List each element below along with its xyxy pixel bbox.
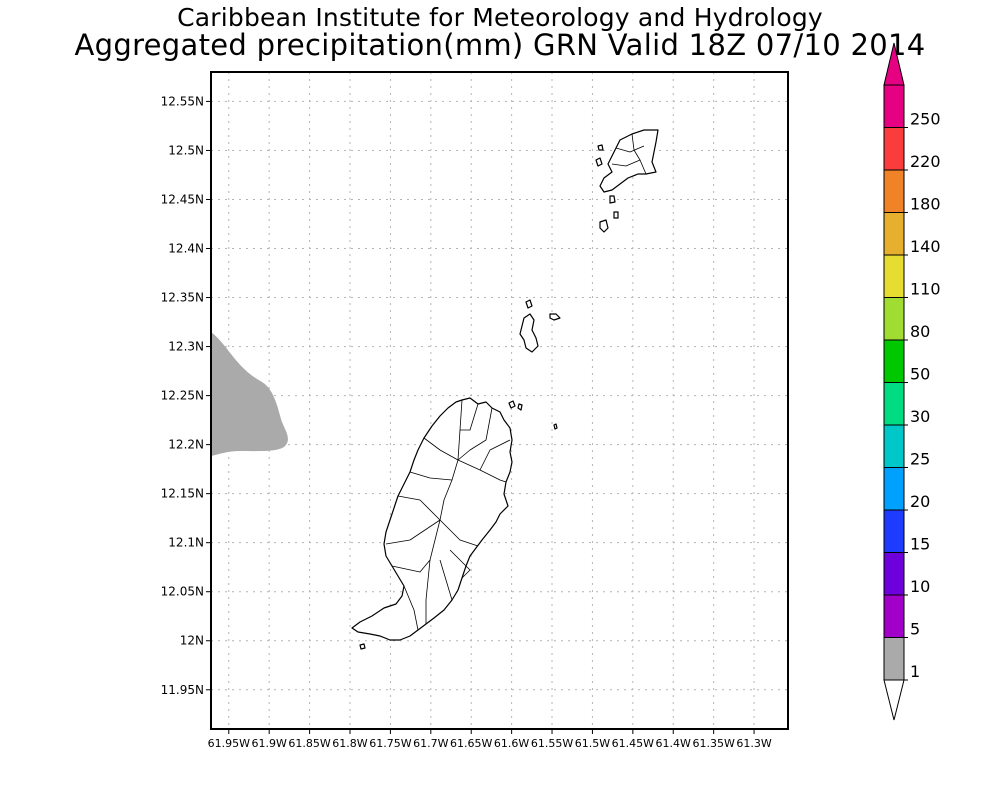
legend-label: 50 bbox=[910, 365, 930, 384]
parish-boundary bbox=[391, 559, 431, 573]
latitude-tick-label: 12.45N bbox=[161, 192, 204, 206]
longitude-tick-label: 61.3W bbox=[736, 737, 771, 750]
legend-label: 220 bbox=[910, 152, 941, 171]
legend-color-box bbox=[883, 467, 905, 511]
parish-boundary bbox=[615, 145, 645, 153]
longitude-tick-label: 61.6W bbox=[494, 737, 529, 750]
legend-label: 80 bbox=[910, 322, 930, 341]
latitude-tick-label: 12.35N bbox=[161, 291, 204, 305]
legend-label: 250 bbox=[910, 110, 941, 129]
islet-outline bbox=[609, 195, 616, 204]
legend-color-box bbox=[883, 84, 905, 128]
latitude-tick-label: 11.95N bbox=[161, 683, 204, 697]
carriacou-island-outline bbox=[599, 129, 659, 193]
legend-label: 5 bbox=[910, 620, 920, 639]
legend-color-box bbox=[883, 169, 905, 213]
parish-boundary bbox=[457, 459, 507, 483]
legend-color-box bbox=[883, 552, 905, 596]
longitude-tick-label: 61.45W bbox=[612, 737, 654, 750]
islet-outline bbox=[595, 157, 603, 167]
longitude-tick-label: 61.4W bbox=[656, 737, 691, 750]
islet-outline bbox=[549, 313, 561, 321]
legend-color-box bbox=[883, 382, 905, 426]
longitude-tick-label: 61.85W bbox=[288, 737, 330, 750]
parish-boundary bbox=[479, 439, 511, 471]
legend-color-box bbox=[883, 424, 905, 468]
legend-label: 140 bbox=[910, 237, 941, 256]
chart-subtitle: Aggregated precipitation(mm) GRN Valid 1… bbox=[74, 28, 926, 62]
parish-boundary bbox=[439, 559, 453, 601]
parish-boundary bbox=[611, 159, 641, 167]
longitude-tick-label: 61.65W bbox=[450, 737, 492, 750]
legend-color-box bbox=[883, 127, 905, 171]
legend-label: 110 bbox=[910, 280, 941, 299]
legend-label: 30 bbox=[910, 407, 930, 426]
legend-label: 25 bbox=[910, 450, 930, 469]
map-frame bbox=[210, 71, 789, 730]
legend-color-box bbox=[883, 297, 905, 341]
latitude-tick-label: 12.25N bbox=[161, 389, 204, 403]
legend-color-box bbox=[883, 212, 905, 256]
parish-boundary bbox=[403, 585, 419, 631]
legend-color-box bbox=[883, 594, 905, 638]
parish-boundary bbox=[423, 437, 459, 461]
grenada-island-outline bbox=[351, 397, 513, 641]
islet-outline bbox=[359, 643, 366, 650]
latitude-tick-label: 12.1N bbox=[168, 536, 204, 550]
longitude-tick-label: 61.75W bbox=[369, 737, 411, 750]
longitude-tick-label: 61.7W bbox=[413, 737, 448, 750]
parish-boundary bbox=[631, 133, 647, 175]
latitude-tick-label: 12N bbox=[180, 634, 204, 648]
latitude-tick-label: 12.55N bbox=[161, 94, 204, 108]
legend-over-triangle bbox=[883, 42, 905, 86]
land-outlines bbox=[351, 129, 659, 650]
chart-title: Caribbean Institute for Meteorology and … bbox=[177, 3, 823, 32]
latitude-tick-label: 12.3N bbox=[168, 340, 204, 354]
longitude-tick-label: 61.9W bbox=[251, 737, 286, 750]
legend-label: 1 bbox=[910, 662, 920, 681]
longitude-tick-label: 61.35W bbox=[692, 737, 734, 750]
map-grid bbox=[211, 72, 788, 729]
longitude-tick-label: 61.8W bbox=[332, 737, 367, 750]
islet-outline bbox=[597, 144, 604, 151]
legend-label: 180 bbox=[910, 195, 941, 214]
islet-outline bbox=[599, 219, 609, 233]
legend-under-triangle bbox=[883, 679, 905, 721]
parish-boundary bbox=[397, 495, 441, 521]
longitude-tick-label: 61.5W bbox=[575, 737, 610, 750]
latitude-tick-label: 12.4N bbox=[168, 242, 204, 256]
parish-boundary bbox=[409, 471, 453, 481]
latitude-tick-label: 12.5N bbox=[168, 143, 204, 157]
longitude-tick-label: 61.95W bbox=[208, 737, 250, 750]
parish-boundary bbox=[439, 399, 463, 521]
precipitation-area-1-5mm bbox=[211, 332, 288, 456]
islet-outline bbox=[508, 400, 516, 409]
latitude-axis: 12.55N 12.5N 12.45N 12.4N 12.35N 12.3N 12.25N 1… bbox=[161, 94, 211, 697]
latitude-tick-label: 12.15N bbox=[161, 487, 204, 501]
islet-outline bbox=[525, 299, 533, 309]
ronde-island-outline bbox=[519, 313, 539, 353]
legend-label: 10 bbox=[910, 577, 930, 596]
longitude-axis: 61.95W 61.9W 61.85W 61.8W 61.75W 61.7W 61.65W 6… bbox=[208, 729, 772, 750]
latitude-tick-label: 12.2N bbox=[168, 438, 204, 452]
parish-boundary bbox=[449, 549, 471, 579]
islet-outline bbox=[613, 211, 619, 219]
islet-outline bbox=[553, 423, 558, 430]
parish-boundary bbox=[385, 519, 441, 545]
legend-color-box bbox=[883, 509, 905, 553]
legend-color-box bbox=[883, 637, 905, 681]
legend-label: 20 bbox=[910, 492, 930, 511]
longitude-tick-label: 61.55W bbox=[531, 737, 573, 750]
parish-boundary bbox=[425, 519, 441, 624]
legend-label: 15 bbox=[910, 535, 930, 554]
islet-outline bbox=[517, 403, 523, 411]
parish-boundary bbox=[439, 519, 479, 547]
legend-color-box bbox=[883, 339, 905, 383]
legend-color-box bbox=[883, 254, 905, 298]
latitude-tick-label: 12.05N bbox=[161, 585, 204, 599]
parish-boundary bbox=[460, 403, 479, 431]
parish-boundary bbox=[457, 407, 493, 461]
